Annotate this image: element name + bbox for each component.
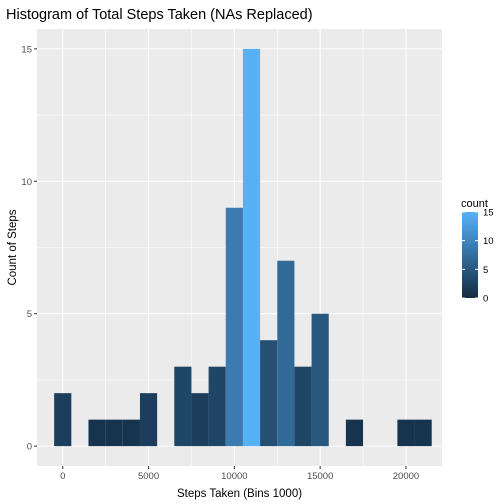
chart-title: Histogram of Total Steps Taken (NAs Repl… xyxy=(6,7,313,23)
legend-title: count xyxy=(461,198,488,210)
histogram-bar xyxy=(88,419,106,447)
histogram-bar xyxy=(294,366,312,447)
histogram-bar xyxy=(414,419,432,447)
legend-tick-label: 0 xyxy=(483,294,488,305)
histogram-bar xyxy=(397,419,415,447)
histogram-bar xyxy=(105,419,123,447)
legend-colorbar xyxy=(462,212,478,298)
y-axis-title: Count of Steps xyxy=(7,209,19,285)
y-tick-label: 0 xyxy=(27,442,32,453)
histogram-bar xyxy=(174,366,192,447)
legend-tick-label: 15 xyxy=(483,208,494,219)
histogram-bar xyxy=(311,313,329,447)
histogram-bar xyxy=(225,207,243,447)
x-tick-label: 0 xyxy=(60,471,65,482)
bars xyxy=(54,48,432,447)
legend-ticks: 0 5 10 15 xyxy=(462,208,494,305)
histogram-bar xyxy=(54,393,72,447)
histogram-bar xyxy=(345,419,364,447)
x-tick-label: 5000 xyxy=(138,471,159,482)
histogram-bar xyxy=(260,340,278,447)
y-axis: 0 5 10 15 xyxy=(21,44,37,453)
y-tick-label: 10 xyxy=(21,177,32,188)
histogram-bar xyxy=(242,48,261,447)
histogram-bar xyxy=(191,393,209,447)
x-tick-label: 20000 xyxy=(393,471,419,482)
x-axis-title: Steps Taken (Bins 1000) xyxy=(177,488,302,500)
histogram-bar xyxy=(277,260,295,447)
x-axis: 0 5000 10000 15000 20000 xyxy=(60,466,419,482)
x-tick-label: 15000 xyxy=(307,471,333,482)
x-tick-label: 10000 xyxy=(221,471,247,482)
histogram-bar xyxy=(122,419,140,447)
legend: count 0 5 10 15 xyxy=(461,198,494,305)
histogram-bar xyxy=(208,366,226,447)
legend-tick-label: 10 xyxy=(483,236,494,247)
y-tick-label: 5 xyxy=(27,309,32,320)
histogram-bar xyxy=(139,393,158,447)
y-tick-label: 15 xyxy=(21,44,32,55)
legend-tick-label: 5 xyxy=(483,265,488,276)
